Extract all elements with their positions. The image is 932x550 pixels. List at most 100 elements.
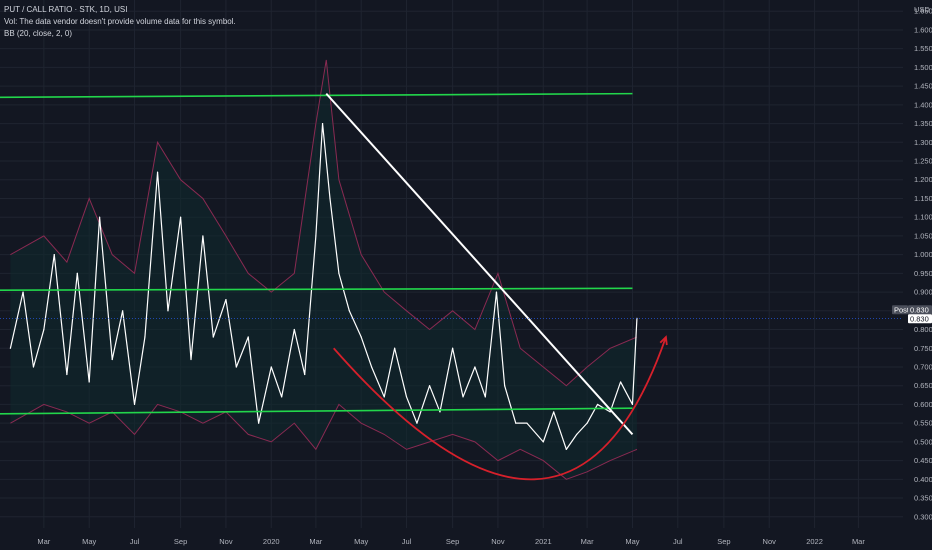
x-tick-label: Sep [174,537,187,546]
series-point [405,396,408,398]
y-tick-label: 0.500 [914,437,932,446]
series-point [504,385,506,387]
post-value-tag [908,305,932,315]
series-point [235,366,237,368]
post-badge [892,305,908,315]
series-point [156,171,159,173]
series-point [495,291,498,293]
x-tick-label: 2022 [806,537,823,546]
series-point [428,385,431,387]
y-tick-label: 0.700 [914,362,932,371]
y-tick-label: 1.200 [914,175,932,184]
series-point [53,254,55,256]
x-tick-label: Jul [673,537,683,546]
time-scale[interactable]: Mar May Jul Sep Nov 2020 Mar May Jul Sep Nov 2021 Ma… [37,537,865,546]
y-tick-label: 1.000 [914,250,932,259]
series-point [225,298,227,301]
series-point [270,366,272,368]
series-point [383,396,385,398]
y-tick-label: 1.600 [914,25,932,34]
legend-bb-note[interactable]: BB (20, close, 2, 0) [4,29,73,38]
rounded-bottom-arc [333,336,667,481]
series-layer [9,122,638,450]
series-point [565,448,567,450]
y-tick-label: 0.950 [914,269,932,278]
x-tick-label: Mar [581,537,594,546]
y-tick-label: 1.250 [914,157,932,166]
y-tick-label: 1.650 [914,7,932,16]
series-point [619,381,622,383]
legend-title[interactable]: PUT / CALL RATIO · STK, 1D, USI [4,5,128,14]
y-tick-label: 0.750 [914,344,932,353]
series-point [474,366,476,368]
series-point [371,366,373,368]
series-point [576,433,578,435]
x-tick-label: Sep [446,537,459,546]
post-label: Post [894,305,910,314]
y-tick-label: 0.650 [914,381,932,390]
series-point [526,422,528,424]
price-scale[interactable]: 0.300 0.350 0.400 0.450 0.500 0.550 0.600 0.650… [892,5,932,521]
y-tick-label: 0.900 [914,288,932,297]
series-point [212,336,214,338]
y-tick-label: 0.550 [914,419,932,428]
series-point [133,403,136,406]
series-point [32,366,35,368]
series-point [609,411,611,413]
series-point [515,422,517,424]
series-point [144,336,146,338]
series-point [22,291,24,293]
x-tick-label: May [625,537,639,546]
chart-legend: PUT / CALL RATIO · STK, 1D, USI Vol: The… [4,4,236,40]
series-point [202,235,204,237]
x-tick-label: 2021 [535,537,552,546]
series-point [348,310,350,312]
last-value: 0.830 [910,314,929,323]
post-value: 0.830 [910,305,929,314]
y-tick-label: 0.450 [914,456,932,465]
x-tick-label: Mar [852,537,865,546]
x-tick-label: Mar [309,537,322,546]
series-point [553,411,555,413]
x-tick-label: May [82,537,96,546]
series-point [293,328,295,331]
series-point [122,310,124,312]
series-point [9,347,12,349]
x-tick-label: Nov [491,537,505,546]
y-tick-label: 1.150 [914,194,932,203]
series-point [98,216,101,218]
y-tick-label: 1.300 [914,138,932,147]
series-point [247,336,249,338]
support-line [0,287,633,292]
series-point [190,358,192,361]
y-tick-label: 1.100 [914,213,932,222]
series-point [338,272,340,274]
series-bb-upper [10,59,638,387]
series-point [258,422,260,424]
y-tick-label: 0.400 [914,475,932,484]
series-point [439,411,441,413]
series-point [315,235,317,237]
arc-arrowhead [659,335,668,346]
series-point [167,310,169,312]
y-tick-label: 1.050 [914,231,932,240]
legend-volume-note: Vol: The data vendor doesn't provide vol… [4,17,236,26]
user-drawings[interactable] [0,92,903,481]
y-tick-label: 0.350 [914,494,932,503]
y-tick-label: 1.350 [914,119,932,128]
series-point [394,347,396,349]
currency-label: USD [914,5,930,14]
x-tick-label: 2020 [263,537,280,546]
y-tick-label: 1.400 [914,100,932,109]
x-tick-label: Mar [37,537,50,546]
series-point [321,122,324,125]
y-tick-label: 0.600 [914,400,932,409]
y-tick-label: 0.800 [914,325,932,334]
x-tick-label: Jul [402,537,412,546]
series-point [180,216,182,218]
y-tick-label: 1.500 [914,63,932,72]
series-bb-lower [10,403,638,480]
series-point [462,396,464,398]
